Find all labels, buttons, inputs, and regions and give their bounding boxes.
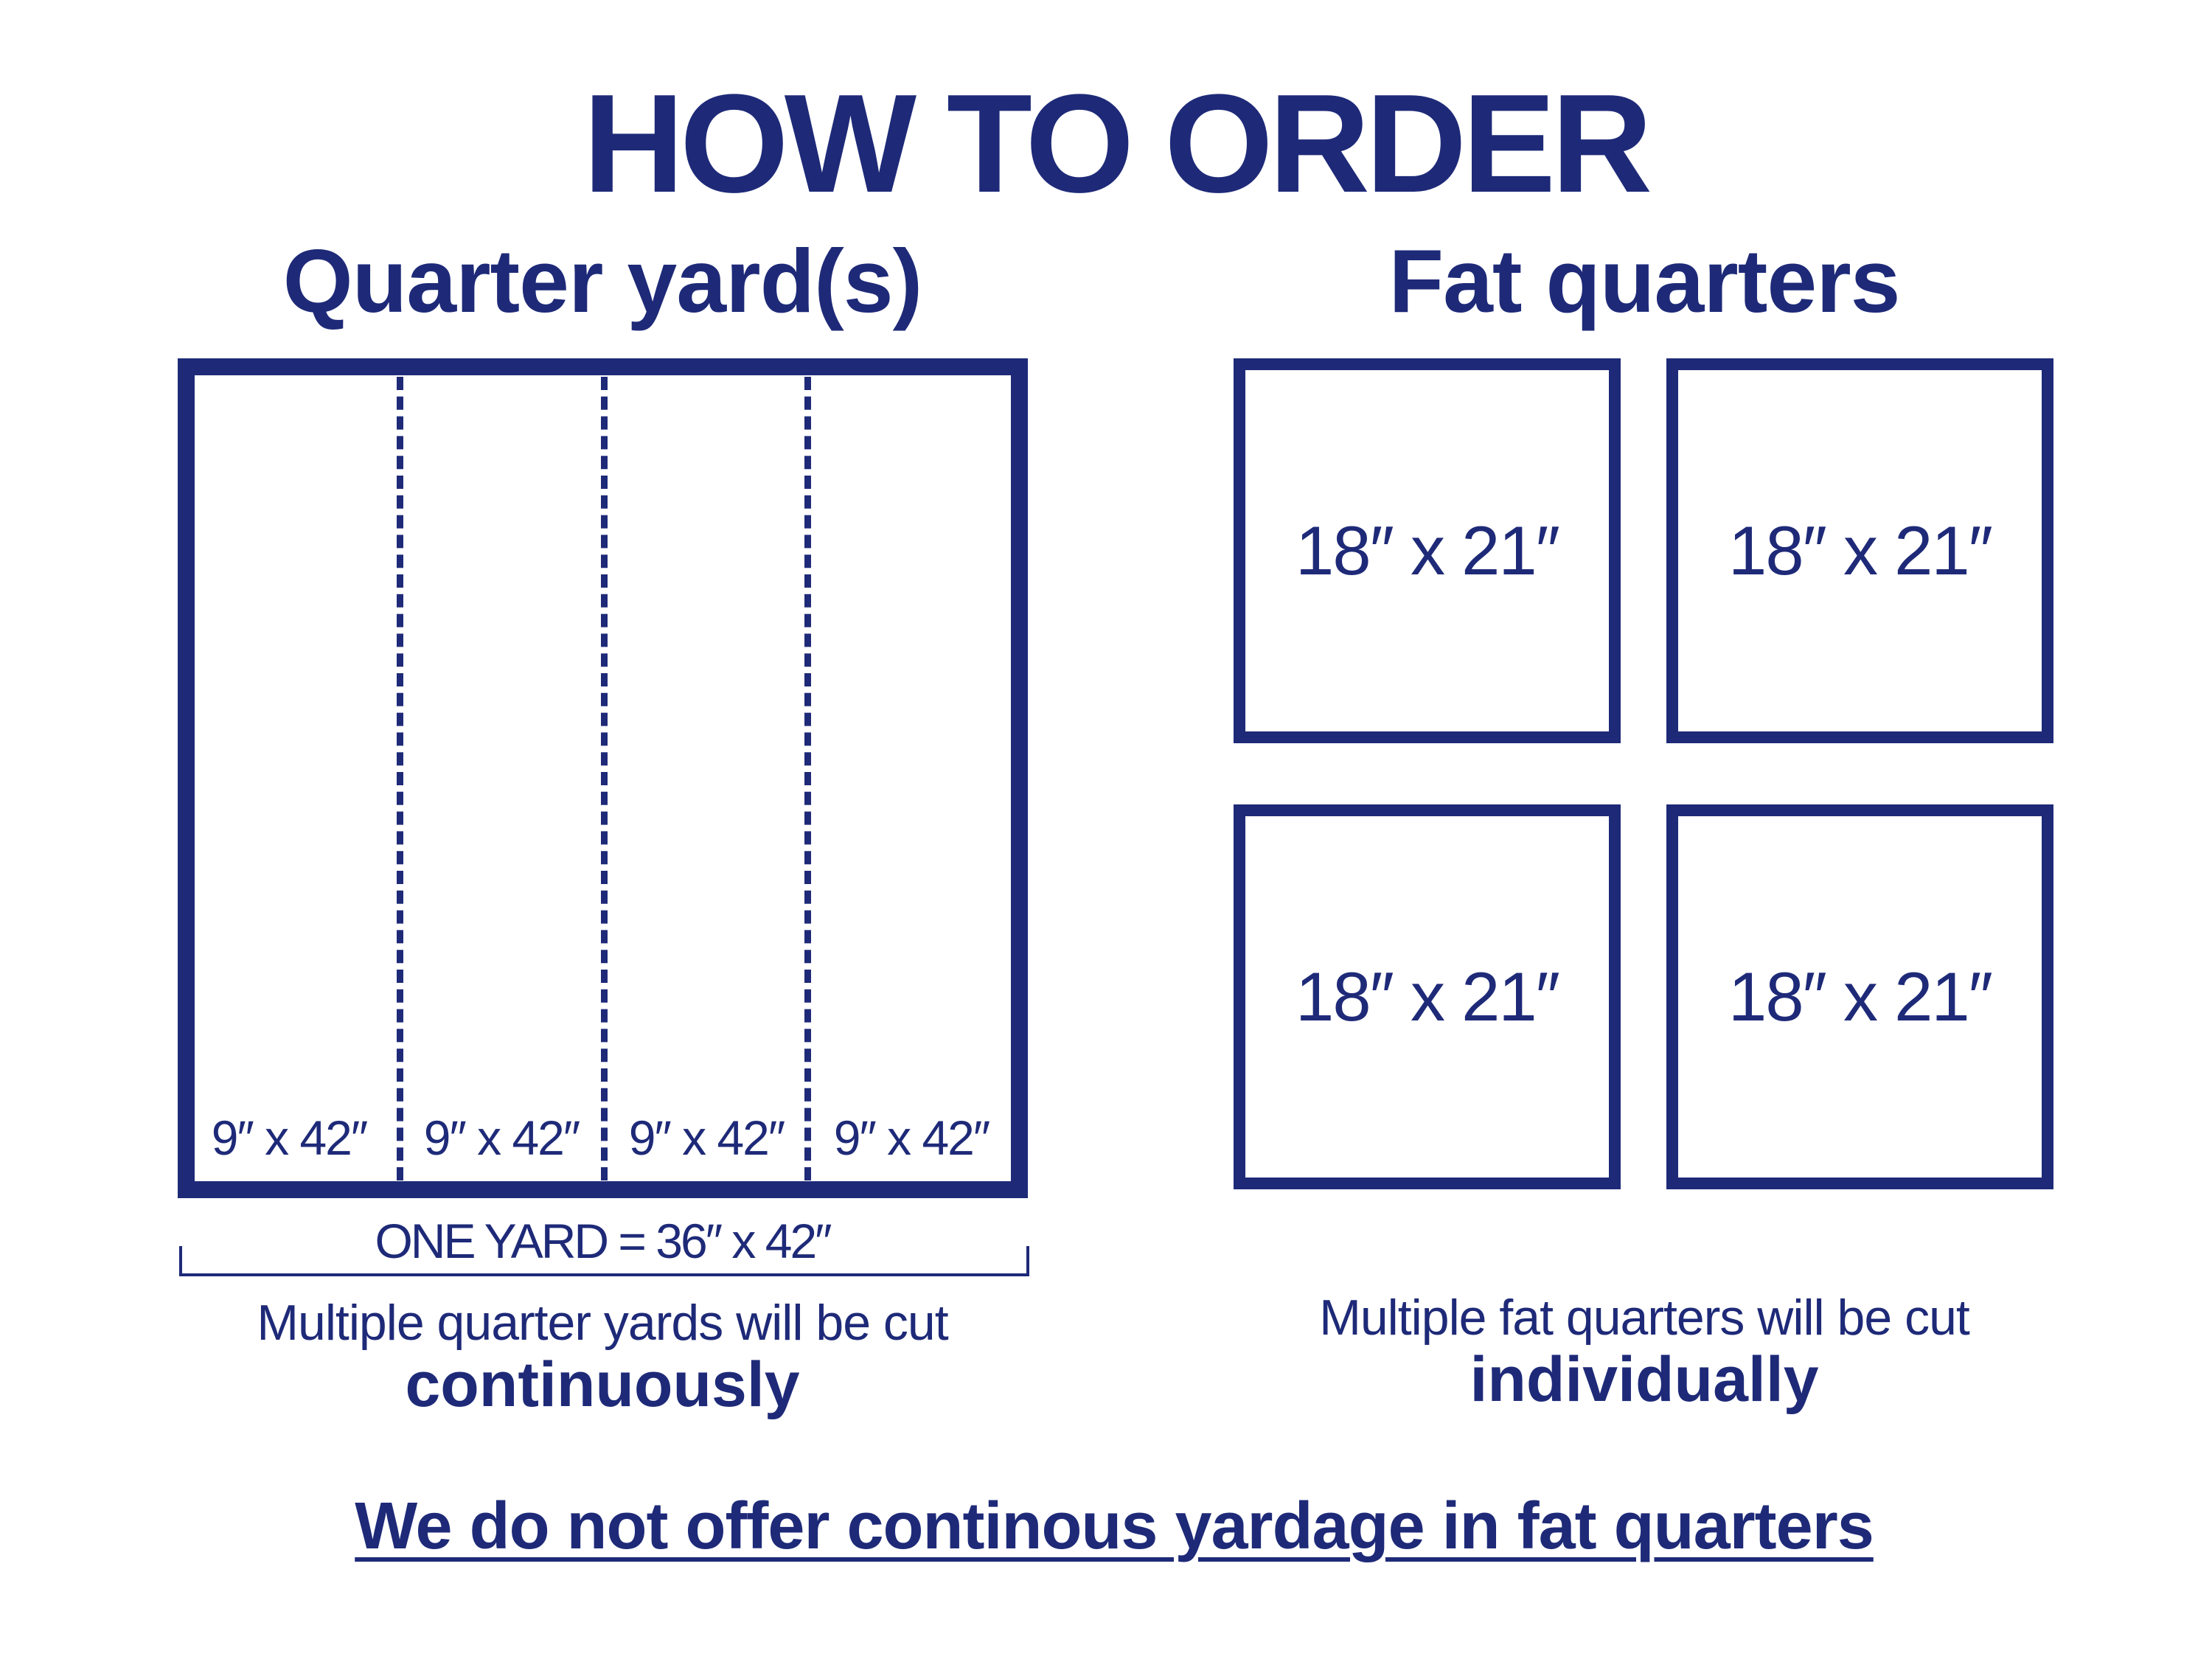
fat-quarter-box: 18″ x 21″	[1666, 804, 2053, 1189]
strip-size-label: 9″ x 42″	[423, 1110, 581, 1165]
fat-quarter-box: 18″ x 21″	[1666, 358, 2053, 743]
quarter-yard-heading: Quarter yard(s)	[282, 231, 922, 331]
fat-quarter-box: 18″ x 21″	[1234, 804, 1621, 1189]
fat-quarter-box: 18″ x 21″	[1234, 358, 1621, 743]
cut-line	[601, 377, 608, 1180]
fat-quarter-size: 18″ x 21″	[1295, 958, 1560, 1035]
fat-quarter-size: 18″ x 21″	[1728, 512, 1993, 589]
quarter-yard-note: Multiple quarter yards will be cut	[257, 1295, 948, 1351]
strip-size-label: 9″ x 42″	[211, 1110, 369, 1165]
strip-size-label: 9″ x 42″	[833, 1110, 991, 1165]
page-title: HOW TO ORDER	[582, 66, 1652, 222]
one-yard-diagram	[178, 358, 1028, 1198]
fat-quarters-note: Multiple fat quarters will be cut	[1319, 1290, 1970, 1346]
fat-quarters-heading: Fat quarters	[1388, 231, 1900, 331]
fat-quarter-size: 18″ x 21″	[1728, 958, 1993, 1035]
strip-size-label: 9″ x 42″	[628, 1110, 786, 1165]
cut-line	[397, 377, 403, 1180]
one-yard-bracket	[179, 1246, 1029, 1276]
cut-line	[804, 377, 811, 1180]
quarter-yard-emphasis: continuously	[405, 1349, 800, 1420]
footer-notice: We do not offer continous yardage in fat…	[355, 1489, 1874, 1563]
fat-quarter-size: 18″ x 21″	[1295, 512, 1560, 589]
fat-quarters-emphasis: individually	[1470, 1344, 1819, 1415]
one-yard-measure: ONE YARD = 36″ x 42″	[375, 1214, 832, 1268]
